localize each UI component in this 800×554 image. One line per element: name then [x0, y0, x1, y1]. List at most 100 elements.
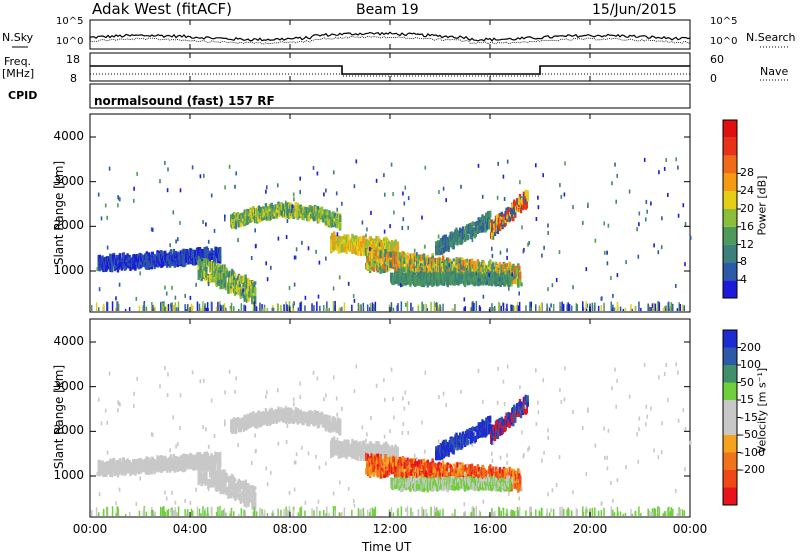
power-speckle	[661, 216, 663, 221]
power-speckle	[389, 224, 391, 229]
power-ground-cell	[276, 303, 279, 311]
power-ground-cell	[454, 304, 456, 311]
velocity-cell	[217, 482, 220, 489]
power-speckle	[117, 195, 119, 200]
power-speckle	[135, 296, 138, 301]
power-speckle	[179, 188, 182, 193]
power-speckle	[172, 210, 175, 215]
power-ground-cell	[488, 308, 491, 311]
power-cell	[246, 291, 249, 301]
power-ground-cell	[328, 307, 330, 311]
power-speckle	[520, 282, 523, 287]
velocity-cell	[219, 470, 222, 475]
power-speckle	[250, 256, 253, 260]
power-cell	[334, 212, 337, 219]
power-ground-cell	[451, 308, 453, 311]
power-speckle	[542, 173, 544, 178]
power-speckle	[424, 165, 427, 170]
power-cell	[219, 258, 222, 262]
velocity-cell	[230, 491, 233, 496]
power-speckle	[660, 245, 663, 250]
power-speckle	[663, 166, 666, 171]
power-ground-cell	[95, 302, 98, 311]
power-speckle	[195, 282, 197, 287]
power-speckle	[402, 217, 405, 222]
power-ground-cell	[422, 304, 425, 311]
power-ground-cell	[343, 302, 346, 311]
power-cell	[423, 257, 427, 266]
velocity-cell	[233, 483, 236, 489]
power-ground-cell	[285, 301, 287, 311]
power-ground-cell	[396, 305, 398, 311]
power-speckle	[336, 232, 339, 237]
velocity-cell	[224, 479, 227, 488]
power-speckle	[177, 237, 179, 242]
power-speckle	[527, 242, 529, 247]
power-ground-cell	[191, 305, 194, 311]
power-ground-cell	[177, 301, 180, 311]
power-cell	[195, 258, 199, 263]
power-cell	[254, 295, 257, 305]
power-cell	[471, 269, 475, 273]
nsky-label: N.Sky	[2, 31, 34, 44]
power-speckle	[498, 277, 501, 282]
power-cell	[230, 214, 233, 222]
power-cell	[504, 219, 507, 223]
power-cell	[198, 262, 201, 266]
power-cell	[514, 278, 517, 284]
velocity-cell	[198, 467, 201, 471]
power-speckle	[491, 246, 493, 251]
power-speckle	[628, 189, 631, 194]
power-cell	[368, 266, 372, 272]
power-ground-cell	[106, 301, 108, 311]
power-cell	[408, 270, 411, 275]
power-ground-cell	[366, 304, 369, 311]
power-cell	[231, 223, 235, 229]
power-speckle	[235, 171, 237, 176]
power-speckle	[466, 258, 468, 263]
power-cell	[444, 259, 448, 265]
power-cell	[201, 255, 205, 261]
power-cell	[469, 264, 472, 271]
power-speckle	[614, 162, 616, 167]
power-cell	[473, 222, 476, 227]
power-ground-cell	[479, 306, 482, 311]
velocity-cell	[251, 423, 254, 427]
power-cell	[383, 249, 386, 253]
power-ground-cell	[138, 305, 141, 311]
power-speckle	[307, 246, 310, 251]
power-cell	[522, 198, 526, 208]
velocity-cell	[219, 451, 222, 459]
power-ground-cell	[518, 301, 521, 311]
power-cell	[247, 296, 250, 302]
velocity-cell	[127, 470, 130, 474]
power-cell	[410, 264, 413, 273]
power-speckle	[242, 288, 244, 293]
power-speckle	[151, 227, 154, 232]
power-ground-cell	[430, 301, 432, 311]
power-cell	[279, 206, 282, 212]
power-ground-cell	[225, 307, 227, 311]
power-speckle	[684, 222, 687, 226]
power-cell	[231, 277, 234, 283]
power-ground-cell	[117, 301, 119, 311]
power-ground-cell	[287, 305, 290, 311]
power-speckle	[266, 185, 268, 190]
power-cell	[525, 201, 528, 209]
power-cell	[294, 210, 297, 217]
power-ground-cell	[439, 304, 441, 311]
power-ground-cell	[272, 307, 275, 311]
power-speckle	[650, 201, 652, 206]
power-speckle	[572, 285, 574, 290]
power-cell	[117, 265, 121, 269]
power-speckle	[403, 201, 406, 206]
power-ground-cell	[663, 308, 665, 311]
power-ground-cell	[433, 301, 436, 311]
power-speckle	[401, 226, 404, 230]
power-ground-cell	[152, 304, 154, 311]
power-cell	[242, 275, 245, 284]
power-cell	[219, 265, 222, 270]
power-cell	[257, 216, 260, 222]
power-cell	[197, 265, 200, 272]
